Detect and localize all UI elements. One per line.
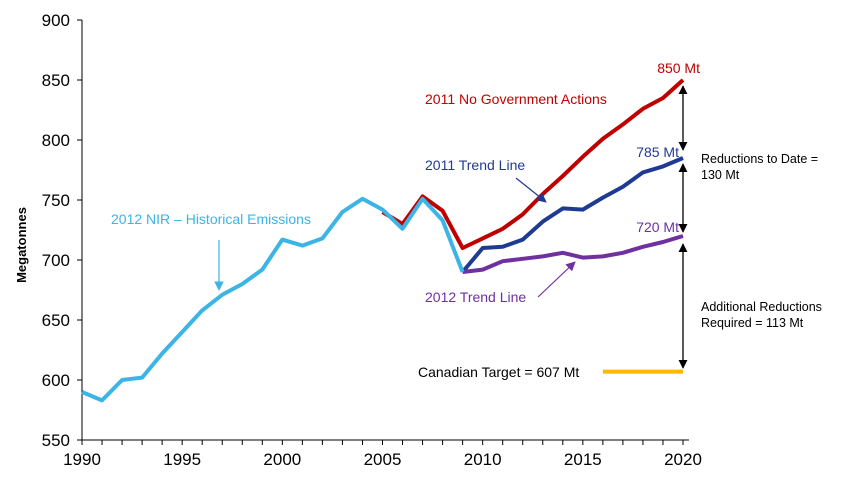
y-axis-label: Megatonnes	[14, 207, 29, 283]
additional-reductions-line2: Required = 113 Mt	[701, 316, 804, 330]
y-tick-label: 900	[42, 11, 70, 30]
x-tick-label: 1990	[63, 450, 101, 469]
series-line-2012-trend-line	[462, 234, 684, 274]
reductions-to-date-line1: Reductions to Date =	[701, 152, 818, 166]
end-label-850: 850 Mt	[657, 60, 700, 76]
end-label-785: 785 Mt	[636, 144, 679, 160]
arrow-trend-2012	[537, 261, 576, 298]
series-line-2011-no-government-actions	[381, 78, 685, 250]
y-tick-label: 750	[42, 191, 70, 210]
x-tick-label: 2005	[364, 450, 402, 469]
x-tick-label: 2000	[263, 450, 301, 469]
y-tick-label: 650	[42, 311, 70, 330]
y-tick-label: 700	[42, 251, 70, 270]
y-tick-label: 600	[42, 371, 70, 390]
x-tick-label: 2015	[564, 450, 602, 469]
x-tick-label: 1995	[163, 450, 201, 469]
series-line-2011-trend-line	[461, 156, 684, 274]
annotation-trend-2012: 2012 Trend Line	[425, 289, 526, 305]
axes: 550 600 650 700 750 800 850 900 1990 1995 2000 2005…	[42, 11, 702, 469]
reductions-to-date-line2: 130 Mt	[701, 168, 740, 182]
y-tick-label: 850	[42, 71, 70, 90]
additional-reductions-line1: Additional Reductions	[701, 300, 822, 314]
y-tick-label: 550	[42, 431, 70, 450]
annotation-historical: 2012 NIR – Historical Emissions	[111, 211, 311, 227]
arrow-trend-2011	[515, 177, 547, 203]
x-tick-label: 2020	[664, 450, 702, 469]
annotation-target: Canadian Target = 607 Mt	[418, 364, 579, 380]
annotation-trend-2011: 2011 Trend Line	[425, 157, 525, 173]
series-line-2012-nir-historical-emissions	[81, 196, 465, 403]
end-label-720: 720 Mt	[636, 219, 679, 235]
series-layer	[81, 78, 685, 403]
x-tick-label: 2010	[464, 450, 502, 469]
annotation-no-government: 2011 No Government Actions	[425, 91, 607, 107]
y-tick-label: 800	[42, 131, 70, 150]
